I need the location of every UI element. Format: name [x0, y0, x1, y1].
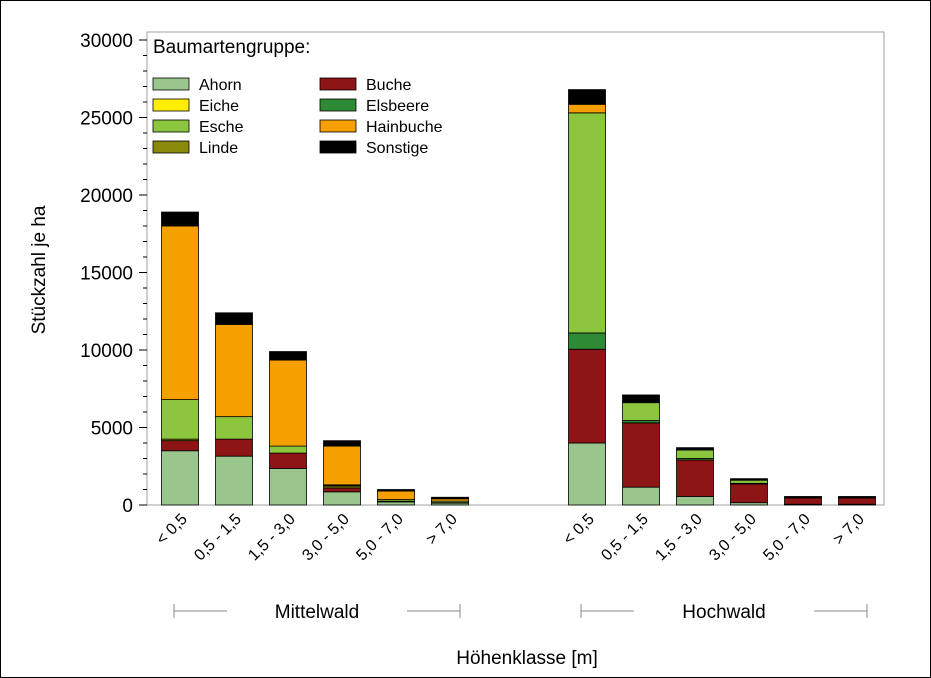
bar-segment-ahorn [161, 450, 199, 506]
bar-segment-ahorn [377, 501, 415, 506]
bar-segment-sonstige [784, 496, 822, 498]
bar-segment-esche [161, 399, 199, 440]
group-brackets: Mittelwald Hochwald [173, 602, 868, 623]
legend-label: Eiche [199, 98, 239, 115]
bars [161, 89, 876, 506]
x-tick-label: 3,0 - 5,0 [299, 511, 353, 565]
legend-label: Sonstige [366, 140, 428, 157]
legend-label: Ahorn [199, 77, 242, 94]
bar-segment-ahorn [215, 455, 253, 506]
bar-segment-esche [676, 449, 714, 459]
bar-segment-sonstige [377, 489, 415, 492]
x-tick-label: 0,5 - 1,5 [598, 511, 652, 565]
bar-segment-buche [838, 497, 876, 505]
bar-segment-sonstige [431, 496, 469, 500]
x-tick-label: < 0,5 [560, 511, 598, 549]
x-tick-label: 5,0 - 7,0 [760, 511, 814, 565]
bar-segment-sonstige [730, 478, 768, 481]
bar-segment-hainbuche [323, 445, 361, 486]
legend-label: Elsbeere [366, 98, 429, 115]
legend-label: Esche [199, 119, 244, 136]
x-tick-label: < 0,5 [153, 511, 191, 549]
bar-segment-ahorn [568, 442, 606, 506]
legend-swatch-elsbeere [319, 98, 357, 112]
bar-segment-hainbuche [215, 324, 253, 418]
y-axis: 0 5000 10000 15000 20000 25000 30000 [80, 31, 147, 517]
x-tick-label: 3,0 - 5,0 [706, 511, 760, 565]
bar-segment-ahorn [622, 486, 660, 506]
bar-segment-buche [568, 348, 606, 444]
bar-segment-esche [622, 402, 660, 421]
y-tick-label: 0 [122, 496, 133, 517]
x-tick-label: 1,5 - 3,0 [245, 511, 299, 565]
bar-segment-ahorn [323, 491, 361, 506]
bar-segment-sonstige [676, 447, 714, 451]
bar-segment-esche [269, 445, 307, 454]
legend-label: Buche [366, 77, 411, 94]
x-axis-title: Höhenklasse [m] [456, 648, 598, 669]
bar-segment-hainbuche [161, 225, 199, 401]
bar-segment-buche [161, 440, 199, 452]
bar-segment-esche [730, 479, 768, 484]
x-axis-tick-labels: < 0,5 0,5 - 1,5 1,5 - 3,0 3,0 - 5,0 5,0 - 7,… [153, 511, 868, 565]
legend-label: Hainbuche [366, 119, 443, 136]
x-tick-label: > 7,0 [423, 511, 461, 549]
legend-swatch-hainbuche [319, 119, 357, 133]
legend-swatch-esche [152, 119, 190, 133]
legend-title: Baumartengruppe: [153, 37, 310, 58]
legend: Baumartengruppe: Ahorn Buche Eiche Elsbeere E… [152, 37, 443, 157]
bar-segment-sonstige [161, 211, 199, 227]
bar-segment-esche [215, 416, 253, 440]
bar-segment-elsbeere [568, 332, 606, 350]
bar-segment-ahorn [269, 468, 307, 506]
legend-swatch-eiche [152, 98, 190, 112]
bar-segment-buche [269, 452, 307, 469]
y-tick-label: 10000 [80, 341, 133, 362]
y-tick-label: 30000 [80, 31, 133, 52]
x-tick-label: 0,5 - 1,5 [191, 511, 245, 565]
bar-segment-buche [215, 438, 253, 457]
legend-label: Linde [199, 140, 238, 157]
bar-segment-hainbuche [568, 103, 606, 114]
y-tick-label: 15000 [80, 264, 133, 285]
bar-segment-buche [784, 497, 822, 505]
y-axis-title: Stückzahl je ha [29, 205, 50, 334]
bar-segment-sonstige [568, 89, 606, 105]
bar-segment-esche [568, 112, 606, 334]
bar-segment-buche [730, 483, 768, 504]
plot-area [146, 31, 885, 506]
x-tick-label: 5,0 - 7,0 [353, 511, 407, 565]
group-label: Hochwald [682, 602, 765, 623]
bar-segment-buche [676, 459, 714, 497]
bar-segment-sonstige [622, 394, 660, 403]
bar-segment-sonstige [838, 496, 876, 498]
legend-swatch-buche [319, 77, 357, 91]
bar-segment-sonstige [323, 440, 361, 447]
y-tick-label: 5000 [91, 419, 133, 440]
y-tick-label: 25000 [80, 109, 133, 130]
bar-segment-hainbuche [377, 490, 415, 500]
x-tick-label: 1,5 - 3,0 [652, 511, 706, 565]
legend-swatch-linde [152, 140, 190, 154]
legend-swatch-sonstige [319, 140, 357, 154]
bar-segment-buche [622, 422, 660, 488]
bar-segment-sonstige [269, 351, 307, 361]
y-tick-label: 20000 [80, 186, 133, 207]
x-tick-label: > 7,0 [830, 511, 868, 549]
group-label: Mittelwald [275, 602, 359, 623]
bar-segment-hainbuche [269, 359, 307, 447]
bar-segment-sonstige [215, 312, 253, 325]
bar-segment-ahorn [676, 496, 714, 506]
legend-swatch-ahorn [152, 77, 190, 91]
bar-segment-buche [323, 487, 361, 493]
